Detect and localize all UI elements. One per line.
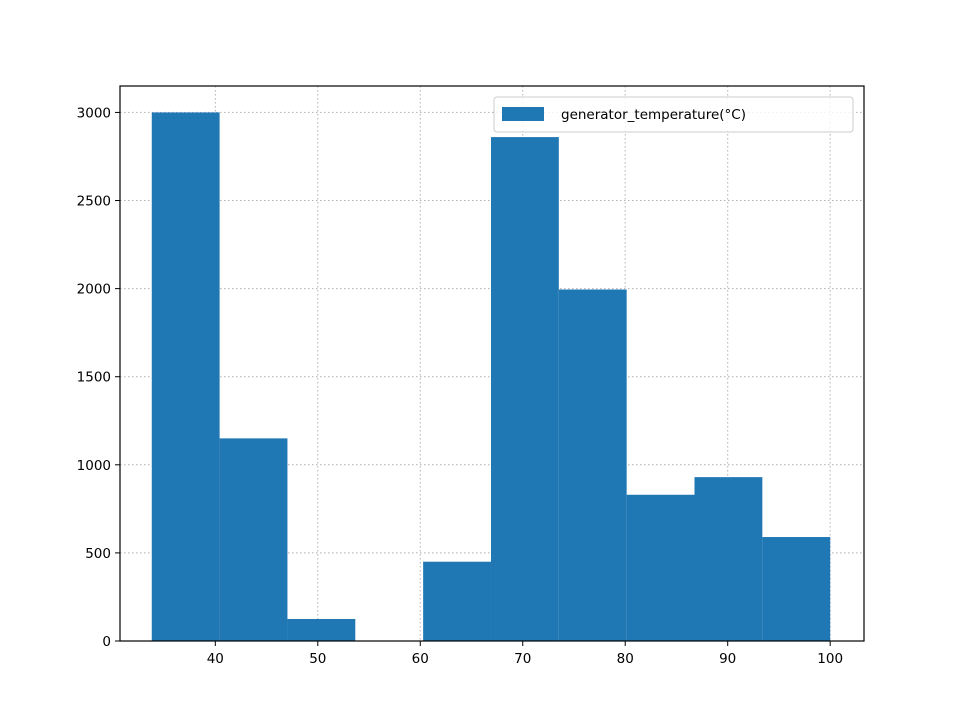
x-tick-label: 80: [617, 651, 634, 667]
histogram-bar: [423, 561, 491, 641]
histogram-bars: [151, 112, 831, 641]
x-axis-ticks: 40 50 60 70 80 90 100: [207, 641, 843, 667]
histogram-bar: [626, 494, 695, 641]
axes-frame: [119, 85, 865, 642]
histogram-bar: [219, 438, 288, 641]
x-tick-label: 40: [207, 651, 224, 667]
histogram-bar: [151, 112, 220, 641]
y-tick-label: 1500: [77, 370, 111, 386]
y-tick-label: 0: [102, 634, 111, 650]
histogram-bar: [558, 289, 627, 641]
histogram-bar: [694, 477, 763, 641]
y-tick-label: 500: [85, 546, 111, 562]
x-tick-label: 100: [817, 651, 843, 667]
legend-box: [493, 96, 854, 133]
x-tick-label: 60: [412, 651, 429, 667]
histogram-bar: [490, 137, 559, 641]
y-axis-ticks: 0 500 1000 1500 2000 2500 3000: [77, 105, 120, 650]
y-tick-label: 2000: [77, 282, 111, 298]
y-tick-label: 1000: [77, 458, 111, 474]
y-tick-label: 3000: [77, 105, 111, 121]
legend: generator_temperature(°C): [493, 96, 854, 133]
y-tick-label: 2500: [77, 194, 111, 210]
x-tick-label: 90: [719, 651, 736, 667]
histogram-bar: [762, 537, 831, 641]
x-tick-label: 70: [514, 651, 531, 667]
x-tick-label: 50: [309, 651, 326, 667]
legend-swatch: [502, 107, 544, 121]
legend-label: generator_temperature(°C): [561, 107, 746, 123]
histogram-bar: [287, 618, 356, 641]
